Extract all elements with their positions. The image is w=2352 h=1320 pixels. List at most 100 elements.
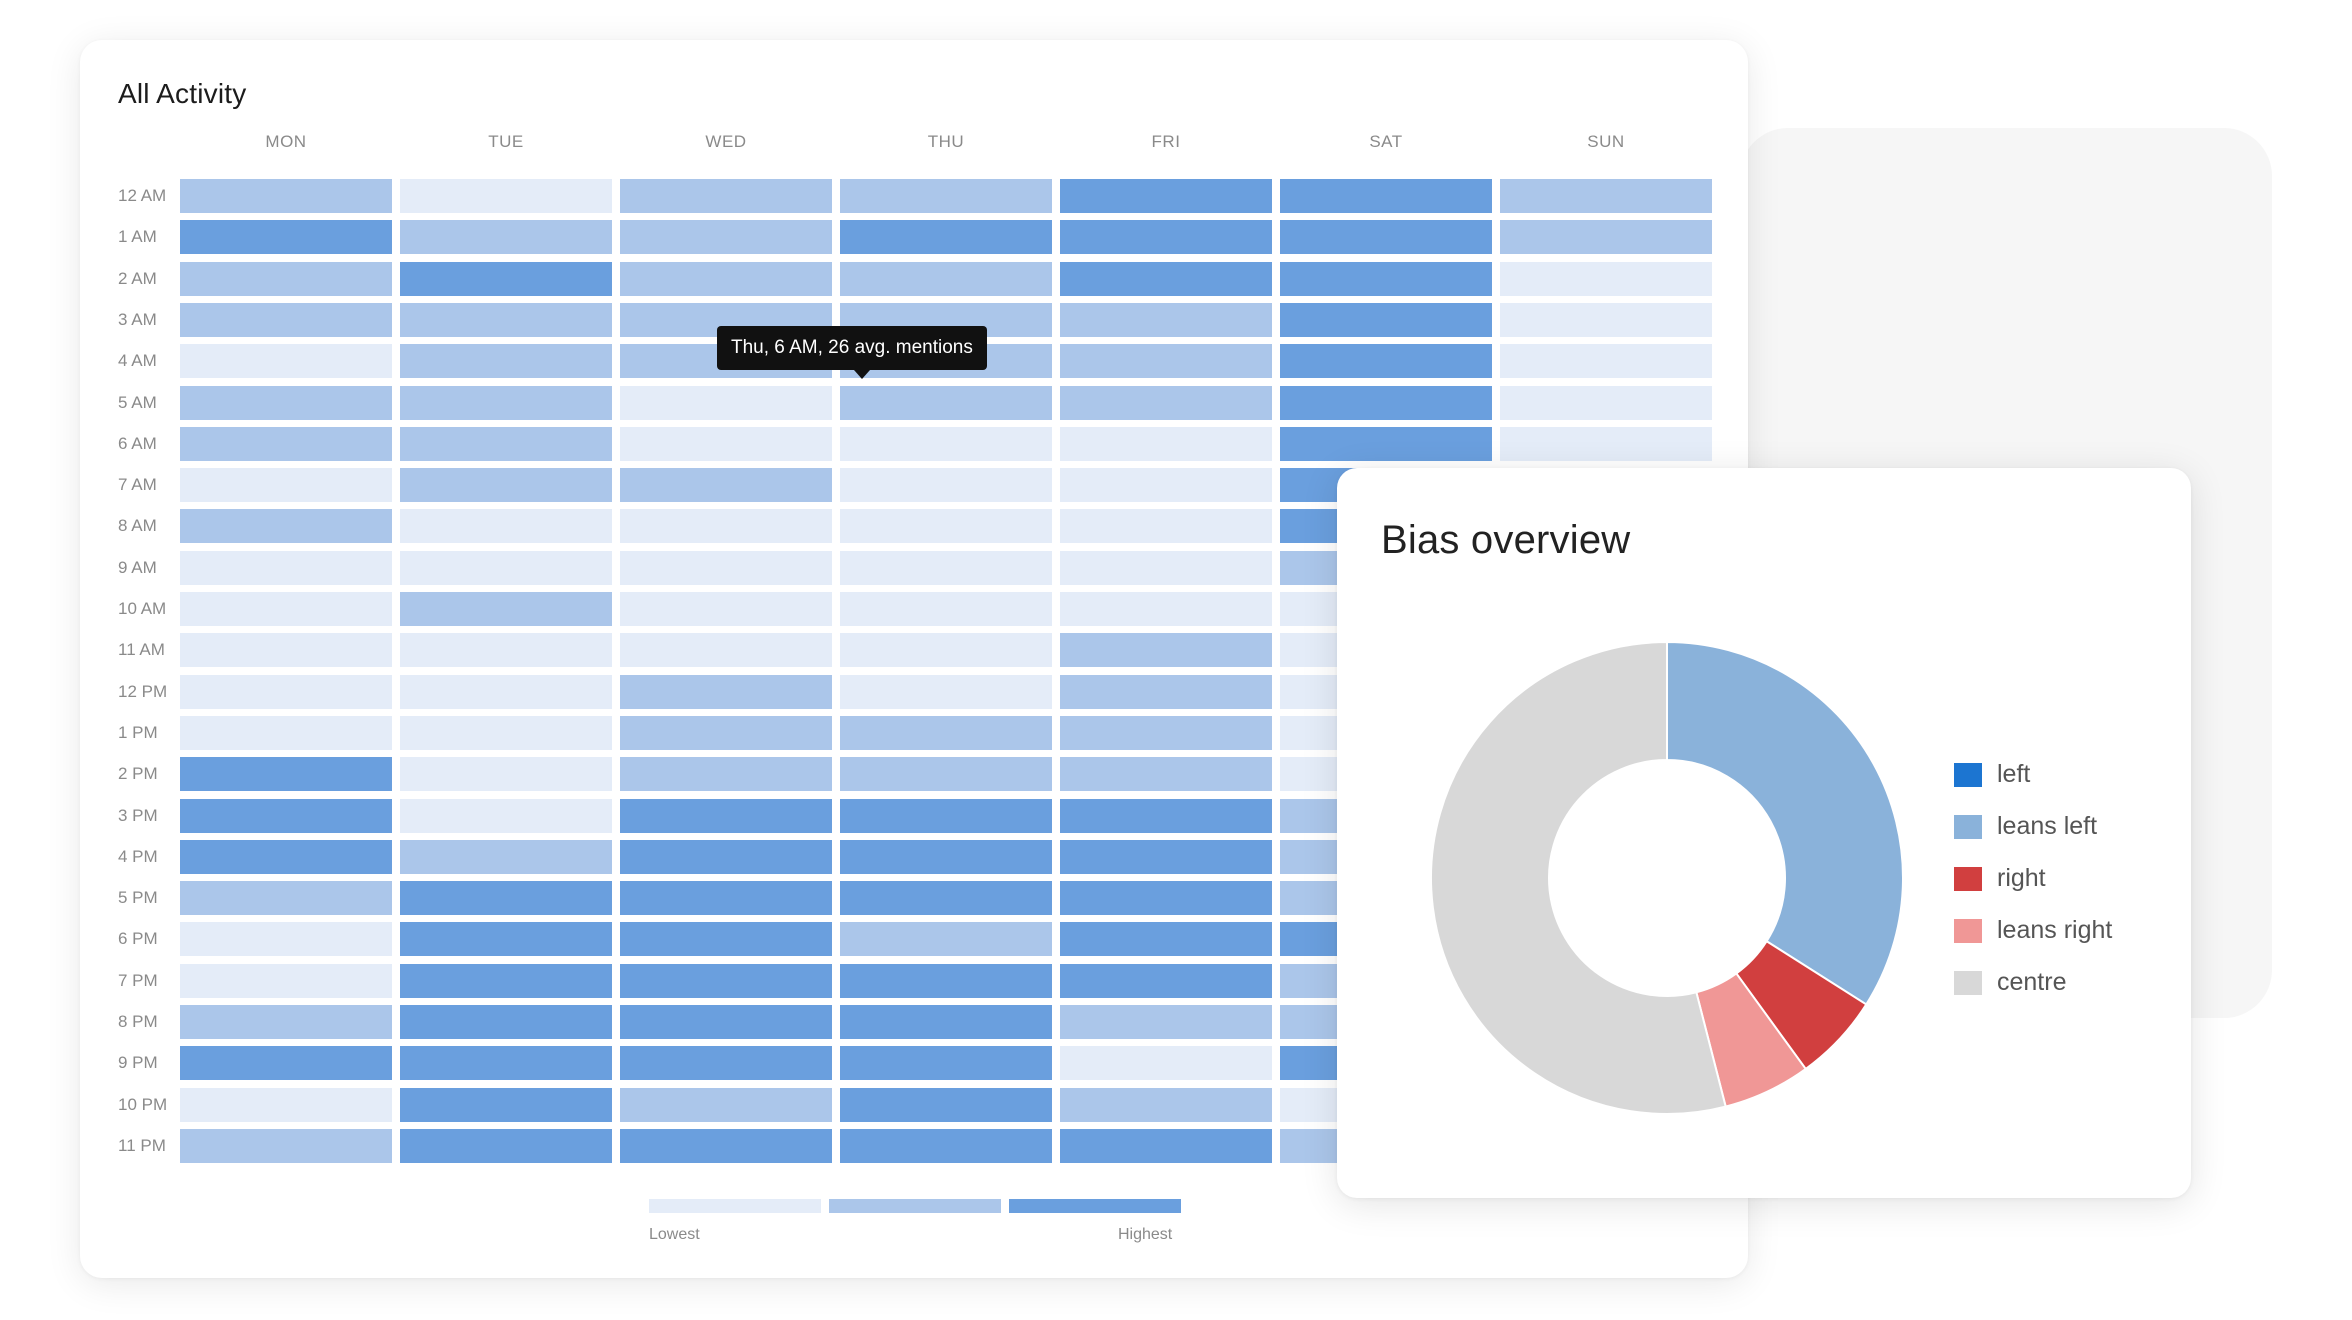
heatmap-cell[interactable] (180, 550, 392, 585)
heatmap-cell[interactable] (180, 881, 392, 916)
heatmap-cell[interactable] (400, 550, 612, 585)
heatmap-cell[interactable] (400, 220, 612, 255)
heatmap-cell[interactable] (180, 757, 392, 792)
heatmap-cell[interactable] (620, 798, 832, 833)
heatmap-cell[interactable] (400, 881, 612, 916)
heatmap-cell[interactable] (1060, 798, 1272, 833)
heatmap-cell[interactable] (1060, 344, 1272, 379)
heatmap-cell[interactable] (840, 757, 1052, 792)
heatmap-cell[interactable] (840, 385, 1052, 420)
heatmap-cell[interactable] (620, 839, 832, 874)
heatmap-cell[interactable] (180, 302, 392, 337)
heatmap-cell[interactable] (400, 798, 612, 833)
heatmap-cell[interactable] (840, 468, 1052, 503)
heatmap-cell[interactable] (180, 592, 392, 626)
heatmap-cell[interactable] (180, 922, 392, 957)
heatmap-cell[interactable] (620, 881, 832, 916)
heatmap-cell[interactable] (620, 550, 832, 585)
heatmap-cell[interactable] (840, 922, 1052, 957)
heatmap-cell[interactable] (400, 1087, 612, 1122)
heatmap-cell[interactable] (400, 385, 612, 420)
heatmap-cell[interactable] (400, 1005, 612, 1039)
heatmap-cell[interactable] (840, 179, 1052, 213)
heatmap-cell[interactable] (1060, 468, 1272, 503)
donut-slice-centre[interactable] (1430, 640, 1727, 1115)
heatmap-cell[interactable] (620, 1087, 832, 1122)
heatmap-cell[interactable] (400, 509, 612, 544)
heatmap-cell[interactable] (840, 592, 1052, 626)
heatmap-cell[interactable] (1280, 302, 1492, 337)
heatmap-cell[interactable] (180, 426, 392, 461)
heatmap-cell[interactable] (180, 1005, 392, 1039)
bias-legend-item-leans-left[interactable]: leans left (1954, 812, 2097, 841)
heatmap-cell[interactable] (180, 674, 392, 709)
heatmap-cell[interactable] (1280, 426, 1492, 461)
bias-legend-item-centre[interactable]: centre (1954, 968, 2066, 997)
heatmap-cell[interactable] (1060, 633, 1272, 668)
heatmap-cell[interactable] (620, 179, 832, 213)
heatmap-cell[interactable] (400, 1046, 612, 1081)
heatmap-cell[interactable] (1500, 385, 1712, 420)
heatmap-cell[interactable] (1280, 179, 1492, 213)
heatmap-cell[interactable] (400, 344, 612, 379)
heatmap-cell[interactable] (400, 426, 612, 461)
heatmap-cell[interactable] (840, 798, 1052, 833)
heatmap-cell[interactable] (400, 1128, 612, 1163)
heatmap-cell[interactable] (840, 1087, 1052, 1122)
heatmap-cell[interactable] (620, 468, 832, 503)
heatmap-cell[interactable] (400, 757, 612, 792)
heatmap-cell[interactable] (1060, 179, 1272, 213)
heatmap-cell[interactable] (1060, 1087, 1272, 1122)
heatmap-cell[interactable] (840, 963, 1052, 998)
heatmap-cell[interactable] (620, 1005, 832, 1039)
heatmap-cell[interactable] (400, 468, 612, 503)
heatmap-cell[interactable] (180, 963, 392, 998)
heatmap-cell[interactable] (1280, 261, 1492, 296)
heatmap-cell[interactable] (400, 592, 612, 626)
heatmap-cell[interactable] (400, 963, 612, 998)
heatmap-cell[interactable] (400, 715, 612, 750)
heatmap-cell[interactable] (620, 385, 832, 420)
heatmap-cell[interactable] (1060, 839, 1272, 874)
heatmap-cell[interactable] (1500, 220, 1712, 255)
heatmap-cell[interactable] (400, 633, 612, 668)
heatmap-cell[interactable] (180, 220, 392, 255)
heatmap-cell[interactable] (1060, 426, 1272, 461)
bias-legend-item-right[interactable]: right (1954, 864, 2046, 893)
heatmap-cell[interactable] (180, 715, 392, 750)
heatmap-cell[interactable] (1280, 385, 1492, 420)
heatmap-cell[interactable] (180, 179, 392, 213)
heatmap-cell[interactable] (840, 550, 1052, 585)
heatmap-cell[interactable] (620, 715, 832, 750)
heatmap-cell[interactable] (620, 633, 832, 668)
heatmap-cell[interactable] (180, 839, 392, 874)
heatmap-cell[interactable] (1060, 674, 1272, 709)
heatmap-cell[interactable] (1060, 592, 1272, 626)
heatmap-cell[interactable] (840, 261, 1052, 296)
heatmap-cell[interactable] (840, 509, 1052, 544)
heatmap-cell[interactable] (1500, 344, 1712, 379)
heatmap-cell[interactable] (840, 426, 1052, 461)
heatmap-cell[interactable] (840, 220, 1052, 255)
heatmap-cell[interactable] (180, 633, 392, 668)
heatmap-cell[interactable] (180, 509, 392, 544)
heatmap-cell[interactable] (1060, 385, 1272, 420)
heatmap-cell[interactable] (180, 385, 392, 420)
heatmap-cell[interactable] (400, 839, 612, 874)
heatmap-cell[interactable] (840, 881, 1052, 916)
heatmap-cell[interactable] (1060, 261, 1272, 296)
heatmap-cell[interactable] (840, 674, 1052, 709)
heatmap-cell[interactable] (620, 757, 832, 792)
heatmap-cell[interactable] (180, 1087, 392, 1122)
heatmap-cell[interactable] (400, 302, 612, 337)
heatmap-cell[interactable] (620, 220, 832, 255)
bias-legend-item-leans-right[interactable]: leans right (1954, 916, 2112, 945)
heatmap-cell[interactable] (1060, 1005, 1272, 1039)
heatmap-cell[interactable] (180, 261, 392, 296)
bias-legend-item-left[interactable]: left (1954, 760, 2030, 789)
heatmap-cell[interactable] (1060, 715, 1272, 750)
heatmap-cell[interactable] (840, 1128, 1052, 1163)
heatmap-cell[interactable] (1060, 757, 1272, 792)
heatmap-cell[interactable] (840, 1005, 1052, 1039)
heatmap-cell[interactable] (180, 798, 392, 833)
